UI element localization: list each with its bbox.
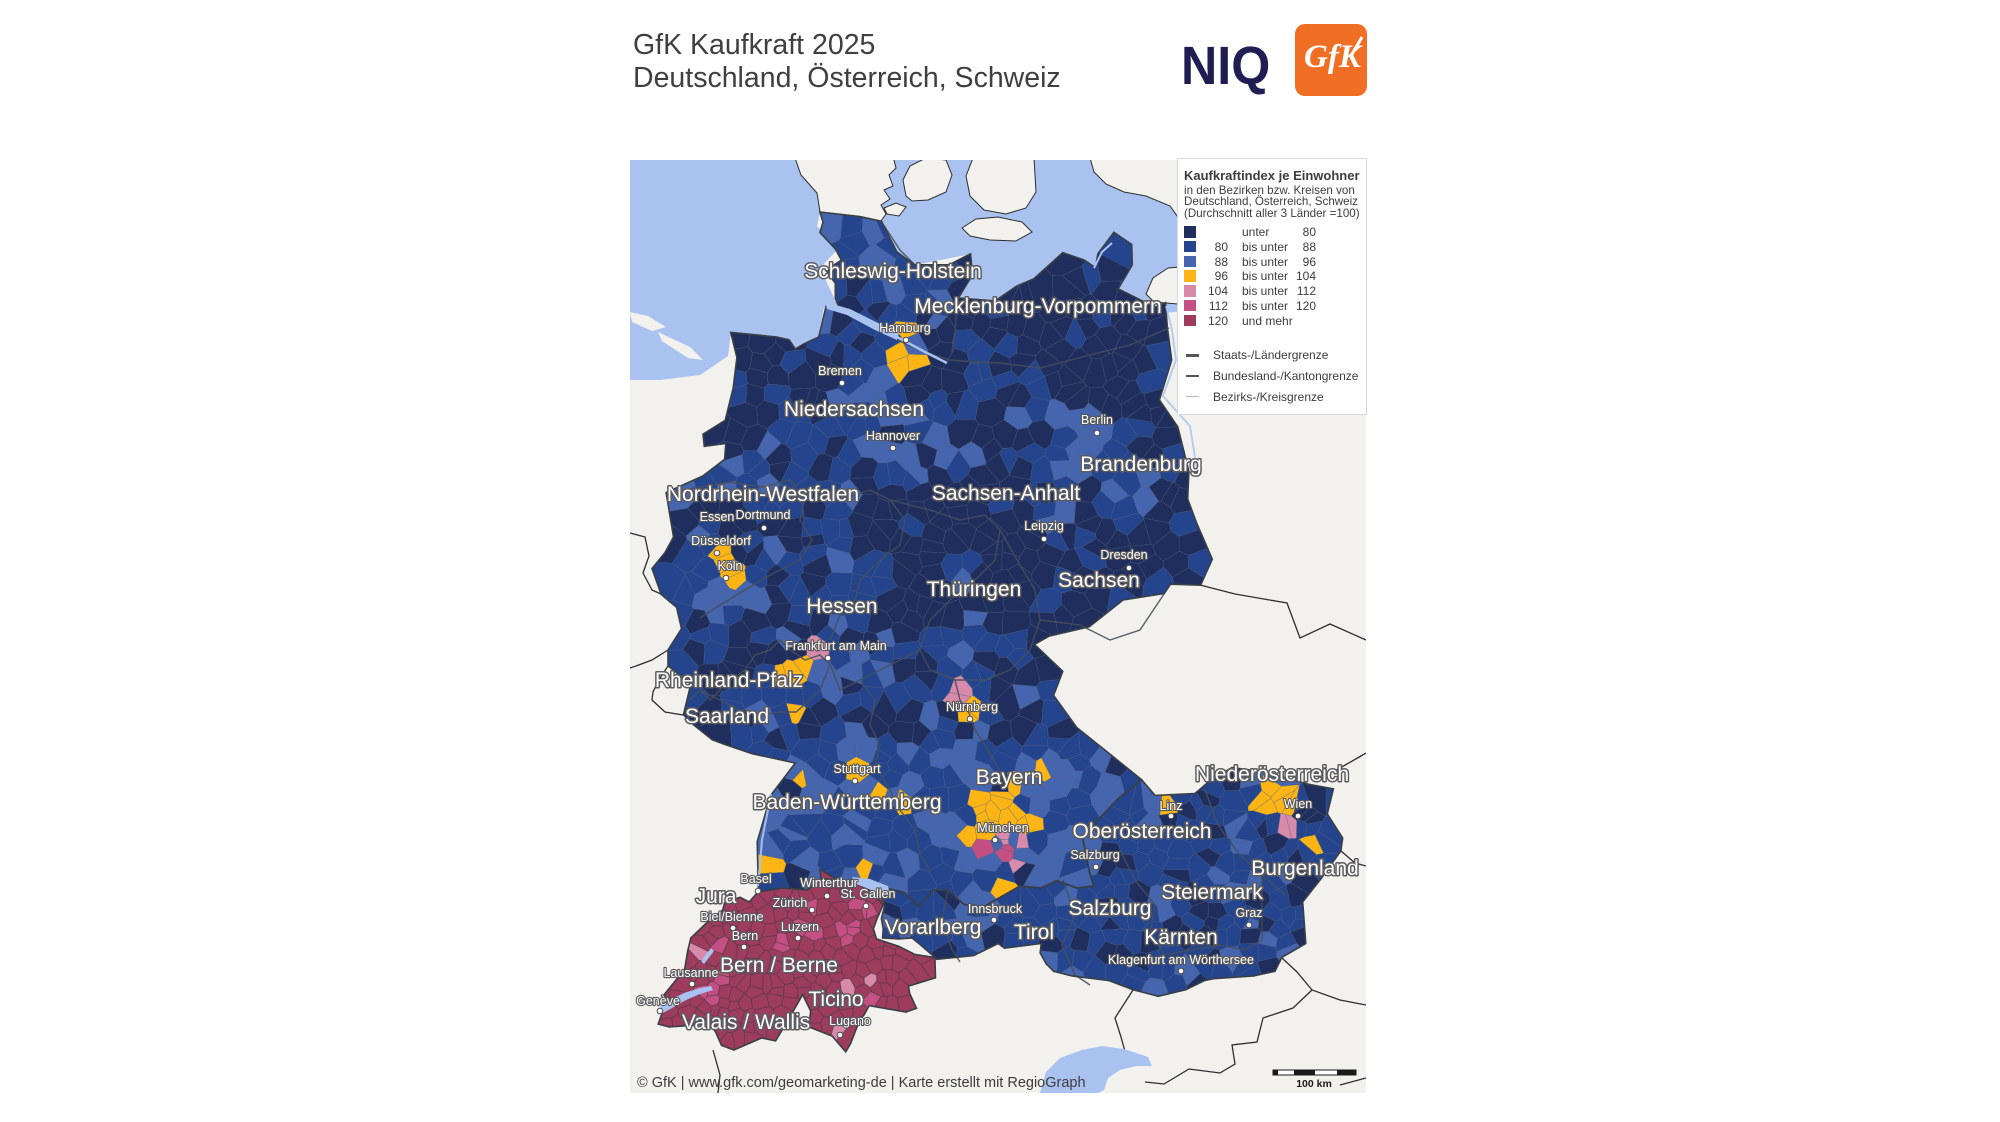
svg-text:Nordrhein-Westfalen: Nordrhein-Westfalen (667, 483, 859, 506)
svg-text:Baden-Württemberg: Baden-Württemberg (752, 791, 941, 814)
svg-text:München: München (977, 821, 1028, 835)
svg-text:Valais / Wallis: Valais / Wallis (682, 1011, 810, 1034)
svg-text:Schleswig-Holstein: Schleswig-Holstein (804, 260, 981, 283)
svg-text:Graz: Graz (1235, 906, 1262, 920)
svg-text:Lugano: Lugano (829, 1014, 871, 1028)
svg-text:Salzburg: Salzburg (1069, 897, 1152, 920)
svg-text:Klagenfurt am Wörthersee: Klagenfurt am Wörthersee (1108, 953, 1254, 967)
svg-text:Leipzig: Leipzig (1024, 519, 1064, 533)
svg-text:Hamburg: Hamburg (879, 321, 930, 335)
svg-text:Essen: Essen (700, 510, 735, 524)
svg-text:Zürich: Zürich (773, 896, 808, 910)
svg-text:Burgenland: Burgenland (1251, 857, 1358, 880)
svg-text:Wien: Wien (1284, 797, 1313, 811)
svg-text:Berlin: Berlin (1081, 413, 1113, 427)
svg-text:Vorarlberg: Vorarlberg (885, 916, 982, 939)
svg-text:Stuttgart: Stuttgart (833, 762, 881, 776)
svg-text:Luzern: Luzern (781, 920, 819, 934)
svg-text:Ticino: Ticino (808, 988, 863, 1011)
svg-text:Lausanne: Lausanne (664, 966, 719, 980)
svg-text:Niedersachsen: Niedersachsen (784, 398, 924, 421)
svg-text:Köln: Köln (717, 559, 742, 573)
svg-text:Nürnberg: Nürnberg (946, 700, 998, 714)
svg-text:Winterthur: Winterthur (800, 876, 858, 890)
svg-text:Jura: Jura (696, 885, 737, 908)
svg-text:Brandenburg: Brandenburg (1080, 453, 1201, 476)
svg-text:Hessen: Hessen (806, 595, 877, 618)
svg-text:Salzburg: Salzburg (1070, 848, 1119, 862)
svg-text:Bayern: Bayern (976, 766, 1043, 789)
svg-text:Thüringen: Thüringen (927, 578, 1022, 601)
svg-text:Sachsen-Anhalt: Sachsen-Anhalt (932, 482, 1080, 505)
svg-text:Kärnten: Kärnten (1144, 926, 1218, 949)
svg-text:Bern / Berne: Bern / Berne (720, 954, 838, 977)
svg-text:Oberösterreich: Oberösterreich (1073, 820, 1212, 843)
svg-text:100 km: 100 km (1296, 1078, 1332, 1090)
svg-text:Frankfurt am Main: Frankfurt am Main (785, 639, 886, 653)
svg-text:Saarland: Saarland (685, 705, 769, 728)
svg-text:Linz: Linz (1160, 799, 1183, 813)
svg-text:Bremen: Bremen (818, 364, 862, 378)
svg-text:Genève: Genève (636, 994, 680, 1008)
svg-text:Innsbruck: Innsbruck (968, 902, 1023, 916)
svg-text:Basel: Basel (740, 872, 771, 886)
svg-text:Bern: Bern (732, 929, 758, 943)
svg-text:Dresden: Dresden (1100, 548, 1147, 562)
svg-text:Hannover: Hannover (866, 429, 920, 443)
svg-text:Niederösterreich: Niederösterreich (1195, 763, 1349, 786)
svg-text:Steiermark: Steiermark (1161, 881, 1263, 904)
svg-text:Mecklenburg-Vorpommern: Mecklenburg-Vorpommern (914, 295, 1161, 318)
svg-text:Sachsen: Sachsen (1058, 569, 1140, 592)
svg-text:Tirol: Tirol (1014, 921, 1054, 944)
svg-text:Düsseldorf: Düsseldorf (691, 534, 751, 548)
svg-text:St. Gallen: St. Gallen (841, 887, 896, 901)
svg-text:© GfK | www.gfk.com/geomarketi: © GfK | www.gfk.com/geomarketing-de | Ka… (637, 1075, 1086, 1091)
svg-text:Rheinland-Pfalz: Rheinland-Pfalz (655, 669, 803, 692)
svg-text:Dortmund: Dortmund (736, 508, 791, 522)
svg-text:Biel/Bienne: Biel/Bienne (700, 910, 763, 924)
